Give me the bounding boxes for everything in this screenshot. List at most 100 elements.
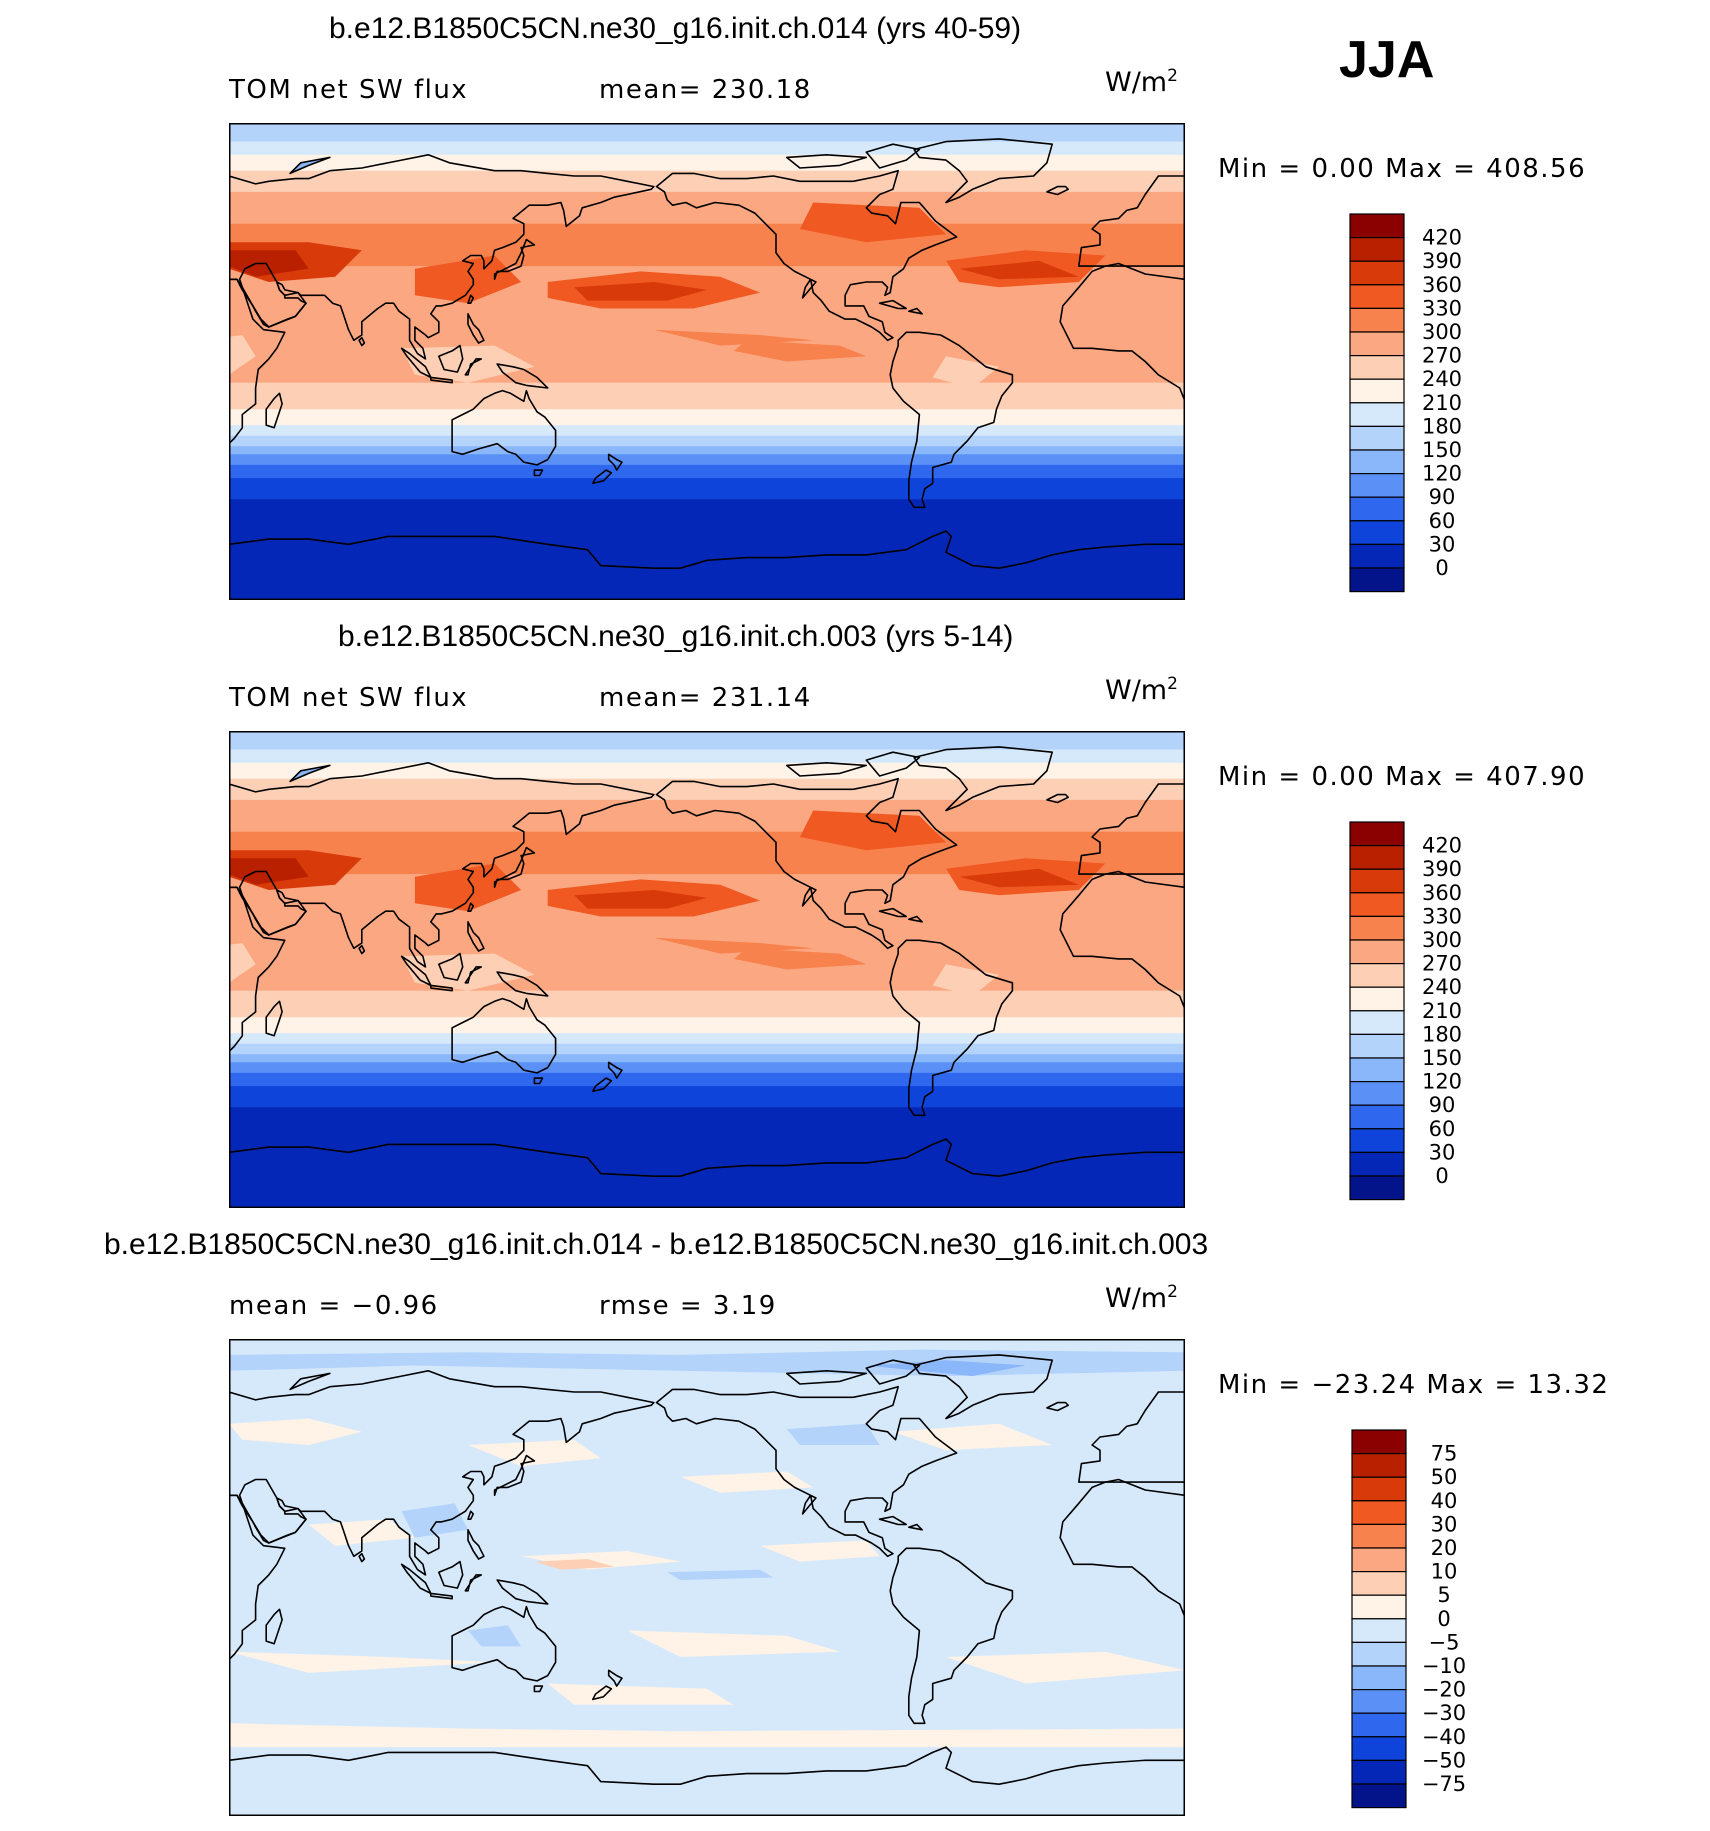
flux-band	[229, 464, 1185, 479]
colorbar-box	[1351, 1453, 1407, 1478]
colorbar-box	[1351, 1665, 1407, 1691]
colorbar-box	[1349, 473, 1405, 498]
coastline	[655, 169, 958, 342]
colorbar-box	[1349, 821, 1405, 847]
coastline	[467, 313, 485, 344]
map-fill	[229, 731, 1185, 1208]
colorbar-label: 360	[1422, 273, 1462, 297]
panel3-minmax: Min = −23.24 Max = 13.32	[1218, 1370, 1610, 1400]
flux-maximum-region	[733, 948, 867, 970]
colorbar-label: 390	[1422, 249, 1462, 273]
coastline	[229, 886, 286, 1053]
colorbar-label: 30	[1431, 1512, 1458, 1536]
colorbar-label: −5	[1429, 1630, 1460, 1654]
panel2-mean: mean= 231.14	[599, 683, 812, 713]
colorbar-box	[1351, 1712, 1407, 1738]
panel1-units: W/m2	[1105, 66, 1178, 98]
coastline	[229, 1138, 1185, 1208]
colorbar-box	[1349, 449, 1405, 475]
panel1-minmax: Min = 0.00 Max = 408.56	[1218, 154, 1587, 184]
colorbar-label: 420	[1422, 834, 1462, 858]
coastline	[785, 154, 868, 169]
colorbar-box	[1349, 868, 1405, 894]
coastline	[878, 1515, 907, 1526]
colorbar-box	[1349, 496, 1405, 522]
colorbar-label: 20	[1431, 1536, 1458, 1560]
colorbar-box	[1351, 1759, 1407, 1785]
colorbar-box	[1351, 1476, 1407, 1502]
panel1-map	[229, 123, 1185, 600]
diff-negative-region	[667, 1569, 774, 1581]
coastline	[229, 1746, 1185, 1816]
colorbar-box	[1349, 425, 1405, 451]
colorbar-label: 210	[1422, 391, 1462, 415]
flux-band	[229, 778, 1185, 801]
colorbar-box	[1351, 1594, 1407, 1620]
coastline	[496, 363, 549, 389]
flux-band	[229, 1033, 1185, 1045]
coastline	[289, 764, 331, 783]
panel2-variable: TOM net SW flux	[229, 683, 469, 713]
season-label: JJA	[1339, 31, 1435, 89]
panel1-variable: TOM net SW flux	[229, 75, 469, 105]
colorbar-box	[1349, 845, 1405, 870]
coastlines	[229, 1354, 1185, 1816]
coastline	[913, 1354, 1053, 1420]
coastline	[438, 1560, 464, 1589]
coastline	[533, 1685, 544, 1693]
coastline	[229, 1494, 286, 1661]
colorbar-box	[1349, 331, 1405, 357]
panel2-map	[229, 731, 1185, 1208]
flux-band	[229, 1054, 1185, 1063]
panel1-mean: mean= 230.18	[599, 75, 812, 105]
flux-band	[229, 1107, 1185, 1129]
flux-maximum-region	[799, 810, 946, 851]
flux-maximum-region	[653, 329, 814, 346]
colorbar-box	[1349, 378, 1405, 404]
diff-strong-negative-region	[866, 1360, 1026, 1377]
coastline	[451, 997, 557, 1074]
flux-band	[229, 499, 1185, 521]
coastline	[265, 1000, 283, 1037]
coastline	[229, 530, 1185, 600]
panel3-mean: mean = −0.96	[229, 1291, 439, 1321]
coastline-west-africa	[1059, 1478, 1185, 1618]
flux-maximum-region	[799, 202, 946, 243]
coastline	[238, 262, 307, 328]
colorbar-label: 240	[1422, 367, 1462, 391]
coastline	[908, 1523, 923, 1531]
colorbar-label: 180	[1422, 1022, 1462, 1046]
coastline	[1046, 1401, 1069, 1412]
colorbar-boxes	[1349, 213, 1405, 593]
coastline	[889, 331, 1014, 509]
coastline	[464, 966, 483, 984]
diff-positive-region	[229, 1651, 495, 1673]
panel1-colorbar: 420 390 360 330 300 270 240 210 180 150 120 90 60 30 0	[1349, 213, 1470, 594]
coastline	[289, 156, 331, 175]
colorbar-label: 0	[1437, 1607, 1450, 1631]
colorbar-label: 0	[1435, 1164, 1448, 1188]
colorbar-label: 270	[1422, 344, 1462, 368]
coastline	[607, 1669, 623, 1687]
diff-negative-region	[786, 1423, 880, 1445]
colorbar-box	[1349, 237, 1405, 262]
coastline	[265, 392, 283, 429]
colorbar-box	[1349, 915, 1405, 941]
coastline	[467, 902, 475, 912]
map-frame	[229, 123, 1185, 600]
colorbar-box	[1349, 402, 1405, 428]
coastline-europe	[1078, 175, 1185, 267]
map-fill	[229, 1339, 1185, 1816]
coastline-europe	[1078, 1391, 1185, 1483]
flux-maximum-region	[414, 863, 522, 912]
colorbar-box	[1349, 1010, 1405, 1036]
coastline-europe	[1078, 783, 1185, 875]
colorbar-label: −10	[1422, 1654, 1466, 1678]
colorbar-label: 0	[1435, 556, 1448, 580]
coastline	[592, 1077, 613, 1093]
colorbar-label: 150	[1422, 438, 1462, 462]
map-fill	[229, 123, 1185, 600]
flux-band	[229, 948, 1185, 992]
colorbar-box	[1349, 963, 1405, 988]
coastline	[238, 870, 307, 936]
